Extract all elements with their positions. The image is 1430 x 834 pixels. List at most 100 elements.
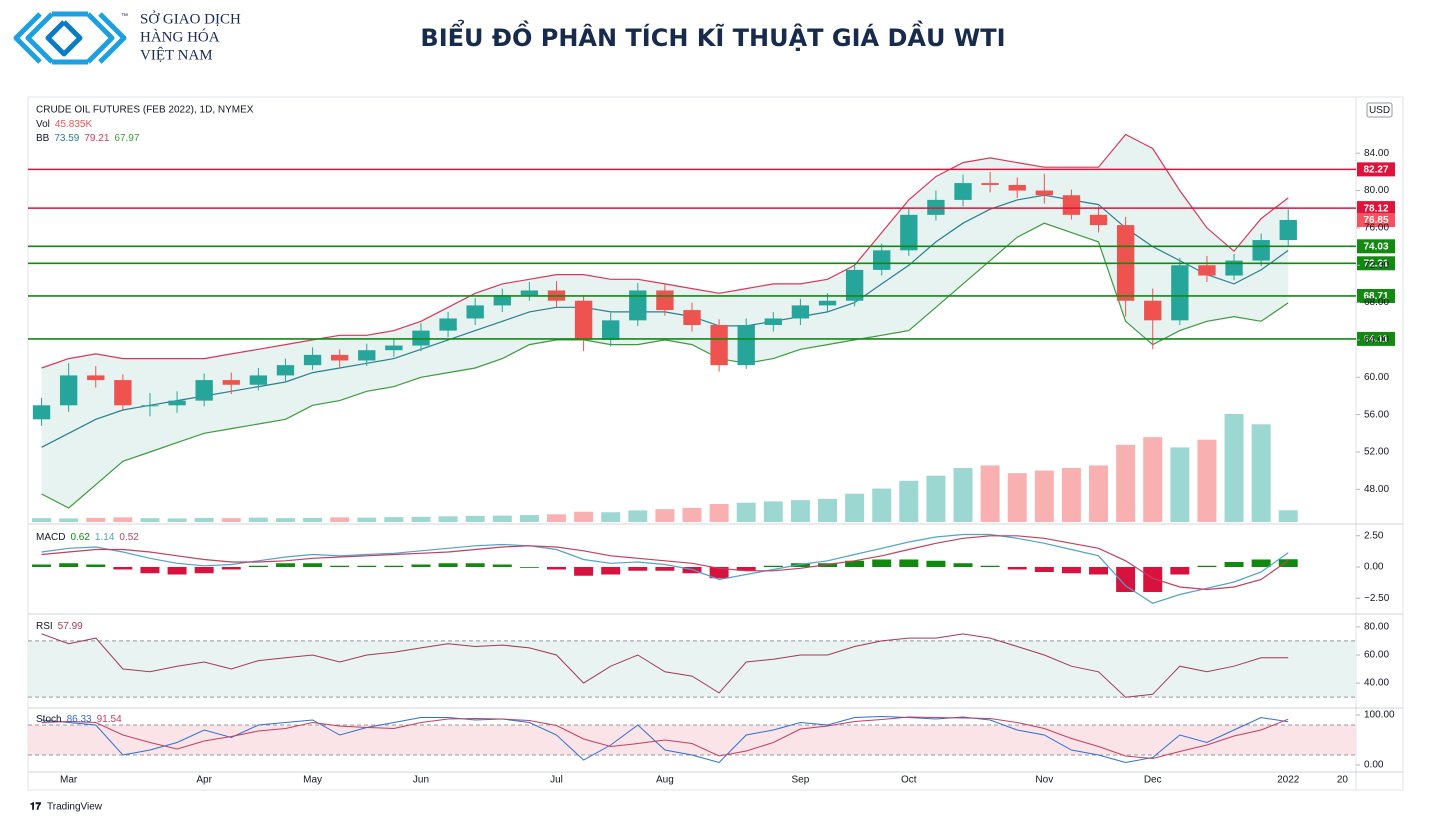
trademark: ™ <box>121 13 128 20</box>
volume-bar <box>86 517 106 522</box>
legend: Vol 45.835K <box>36 119 92 130</box>
y-tick-label: 100.00 <box>1364 710 1395 721</box>
macd-histogram <box>303 563 323 567</box>
macd-histogram <box>113 567 133 570</box>
macd-histogram <box>1197 565 1217 567</box>
macd-histogram <box>248 565 268 567</box>
macd-histogram <box>167 567 187 575</box>
level-label-box <box>1357 288 1395 303</box>
y-tick-label: 80.00 <box>1364 621 1389 632</box>
level-label: 68.71 <box>1363 291 1388 302</box>
legend: RSI 57.99 <box>36 621 83 632</box>
indicator-line <box>41 715 1289 764</box>
legend-value: 91.54 <box>97 714 122 725</box>
macd-histogram <box>357 565 377 567</box>
candle-body <box>439 318 457 331</box>
volume-bar <box>1278 510 1298 522</box>
logo <box>13 11 127 65</box>
x-tick-label: May <box>303 775 322 786</box>
macd-histogram <box>492 564 512 567</box>
candle-body <box>331 354 349 361</box>
x-tick-label: Mar <box>60 775 78 786</box>
candle-body <box>1279 219 1297 241</box>
macd-histogram <box>59 563 79 567</box>
x-tick-label: Jun <box>413 775 429 786</box>
candle-body <box>981 183 999 185</box>
volume-bar <box>953 468 973 522</box>
macd-line <box>41 535 1289 591</box>
volume-bar <box>1143 437 1163 522</box>
band-fill <box>28 725 1356 755</box>
currency-box <box>1366 102 1393 118</box>
volume-bar <box>1170 447 1190 522</box>
band-fill <box>28 640 1356 698</box>
macd-histogram <box>872 559 892 567</box>
candle-body <box>764 318 782 326</box>
legend-value: 73.59 <box>54 133 79 144</box>
level-label-box <box>1357 239 1395 254</box>
x-tick-label: Apr <box>196 775 212 786</box>
candle-body <box>32 405 51 420</box>
legend-value: 0.62 <box>70 532 90 543</box>
volume-bar <box>275 518 295 522</box>
volume-bar <box>465 515 485 522</box>
y-tick-label: 0.00 <box>1364 562 1384 573</box>
candle-body <box>602 320 620 340</box>
legend-value: 57.99 <box>58 621 83 632</box>
volume-bar <box>384 517 404 522</box>
level-label: 82.27 <box>1363 165 1388 176</box>
macd-histogram <box>736 567 756 571</box>
volume-bar <box>519 515 539 522</box>
macd-histogram <box>899 559 919 567</box>
volume-bar <box>167 518 187 522</box>
volume-bar <box>899 480 919 522</box>
macd-histogram <box>411 564 431 567</box>
volume-bar <box>492 515 512 522</box>
macd-histogram <box>86 564 106 567</box>
y-tick-label: 56.00 <box>1364 409 1389 420</box>
macd-histogram <box>384 565 404 567</box>
candle-body <box>710 325 728 366</box>
x-tick-label: 20 <box>1337 775 1349 786</box>
level-label: 64.11 <box>1364 334 1389 345</box>
candle-body <box>385 345 403 351</box>
level-label-box <box>1357 201 1395 216</box>
macd-histogram <box>275 563 295 567</box>
level-label-box <box>1357 256 1395 271</box>
volume-bar <box>601 512 621 522</box>
volume-bar <box>790 500 810 522</box>
legend-value: 86.33 <box>67 714 92 725</box>
macd-histogram <box>790 563 810 567</box>
candle-body <box>87 375 105 381</box>
y-tick-label: 80.00 <box>1364 185 1389 196</box>
y-tick-label: 48.00 <box>1364 484 1389 495</box>
macd-histogram <box>221 567 241 570</box>
legend-name: RSI <box>36 621 53 632</box>
volume-bar <box>709 504 729 522</box>
volume-bar <box>32 518 52 522</box>
volume-bar <box>872 488 892 522</box>
legend-value: 79.21 <box>84 133 109 144</box>
macd-histogram <box>1061 567 1081 574</box>
volume-bar <box>926 475 946 522</box>
macd-histogram <box>1143 567 1163 592</box>
legend-value: 45.835K <box>55 119 93 130</box>
candle-body <box>114 380 132 406</box>
macd-histogram <box>32 564 52 567</box>
macd-histogram <box>1007 567 1027 570</box>
legend-name: Vol <box>36 119 50 130</box>
macd-histogram <box>926 560 946 567</box>
level-label: 78.12 <box>1363 203 1388 214</box>
x-tick-label: Nov <box>1035 775 1053 786</box>
y-tick-label: −2.50 <box>1364 593 1390 604</box>
volume-bar <box>194 517 214 522</box>
macd-histogram <box>465 563 485 567</box>
x-tick-label: Dec <box>1144 775 1162 786</box>
candle-body <box>1062 195 1081 215</box>
candle-body <box>141 405 159 407</box>
legend-name: BB <box>36 133 50 144</box>
macd-histogram <box>140 567 160 574</box>
indicator-line <box>41 633 1289 698</box>
legend-value: 1.14 <box>95 532 115 543</box>
volume-bar <box>330 517 350 522</box>
